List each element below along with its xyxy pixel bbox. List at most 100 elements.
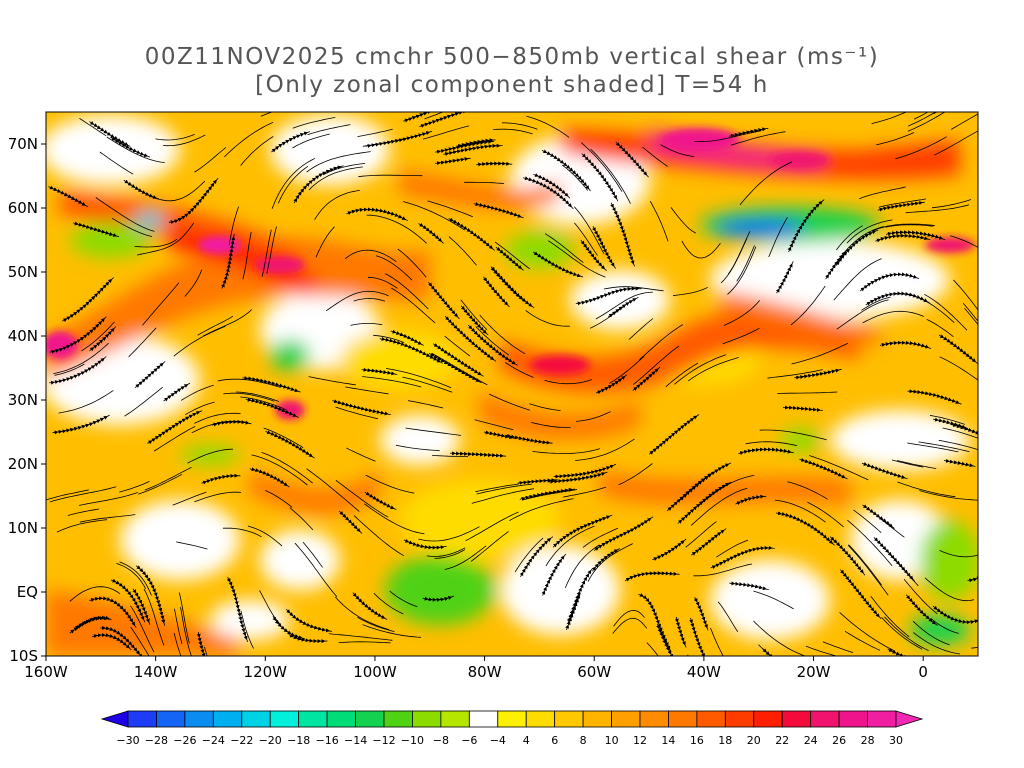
streamline (774, 499, 826, 523)
streamline (710, 545, 775, 570)
streamline (366, 214, 427, 244)
map-frame (45, 111, 979, 657)
streamline (265, 490, 293, 508)
streamline (517, 478, 558, 485)
streamline (474, 419, 514, 431)
streamline (964, 308, 978, 326)
streamline (373, 334, 405, 343)
streamline (493, 128, 533, 135)
lon-tick-label: 140W (134, 663, 178, 681)
streamline (907, 442, 959, 453)
lon-tick-label: 40W (687, 663, 721, 681)
streamline (168, 177, 219, 225)
streamline (123, 179, 160, 200)
colorbar-label: 16 (690, 734, 704, 747)
streamline (924, 293, 968, 331)
lat-tick-label: 10N (8, 519, 38, 537)
streamline (775, 261, 794, 294)
streamline (353, 297, 386, 302)
streamline (879, 340, 932, 349)
streamline (610, 202, 635, 267)
streamline (128, 327, 157, 358)
streamline (163, 382, 191, 402)
streamline (335, 479, 389, 518)
streamline (293, 165, 344, 204)
lat-tick-label: 10S (9, 647, 38, 665)
streamline (495, 246, 524, 271)
streamline (939, 550, 978, 558)
streamline (315, 226, 335, 258)
streamline (308, 376, 356, 386)
streamline (608, 297, 639, 318)
colorbar-label: −6 (461, 734, 477, 747)
streamline (49, 486, 117, 503)
streamline (322, 163, 366, 176)
streamline (476, 483, 532, 495)
streamline (335, 406, 378, 420)
streamline (729, 581, 769, 591)
streamline (612, 617, 648, 634)
streamline (648, 414, 700, 455)
streamline (119, 481, 150, 493)
colorbar-swatch (497, 710, 527, 728)
streamline (134, 361, 166, 389)
streamline (541, 149, 591, 192)
colorbar: −30 −28 −26 −24 −22 −20 −18 −16 −14 −12 −10 −8 −6 −4 4… (100, 710, 924, 747)
streamline (531, 422, 571, 429)
streamline (346, 207, 408, 222)
streamline (807, 501, 844, 528)
streamline (666, 471, 714, 512)
streamline (180, 384, 214, 401)
streamline (877, 201, 926, 212)
streamline (777, 391, 838, 394)
streamline (862, 504, 895, 529)
streamline (247, 525, 283, 547)
streamline (745, 441, 798, 446)
streamline (263, 427, 304, 448)
lon-tick-label: 120W (244, 663, 288, 681)
streamline (544, 379, 592, 385)
streamline (251, 454, 308, 486)
streamline (710, 627, 724, 656)
streamline (859, 186, 906, 200)
streamline (938, 334, 978, 364)
streamline (913, 632, 961, 655)
streamline (448, 217, 495, 251)
streamline (687, 357, 739, 382)
streamline (135, 565, 166, 626)
streamline (656, 623, 680, 656)
lat-tick-label: 70N (8, 135, 38, 153)
colorbar-label: 14 (661, 734, 675, 747)
streamline (391, 287, 436, 324)
streamline (204, 646, 208, 656)
colorbar-swatch (326, 710, 356, 728)
streamline (289, 507, 314, 531)
streamline (932, 605, 978, 625)
streamline (173, 632, 182, 656)
streamline (302, 541, 323, 568)
streamline (670, 207, 696, 234)
lat-tick-label: 40N (8, 327, 38, 345)
streamline (56, 519, 108, 533)
streamline (591, 548, 621, 572)
streamline (615, 141, 649, 178)
streamline (344, 249, 397, 263)
streamline (266, 226, 277, 274)
streamline (456, 138, 496, 148)
streamline (147, 410, 203, 445)
streamline (435, 157, 471, 166)
streamline (201, 473, 241, 485)
longitude-axis: 160W 140W 120W 100W 80W 60W 40W 20W 0 (24, 656, 928, 681)
streamline (350, 323, 383, 326)
streamline (58, 390, 114, 414)
streamline (905, 204, 970, 214)
colorbar-label: 20 (747, 734, 761, 747)
streamline (49, 316, 107, 354)
streamline (735, 494, 767, 506)
streamline (272, 616, 305, 640)
streamline (839, 569, 882, 620)
streamline (929, 414, 965, 425)
streamline (134, 238, 178, 248)
streamline (450, 451, 507, 458)
